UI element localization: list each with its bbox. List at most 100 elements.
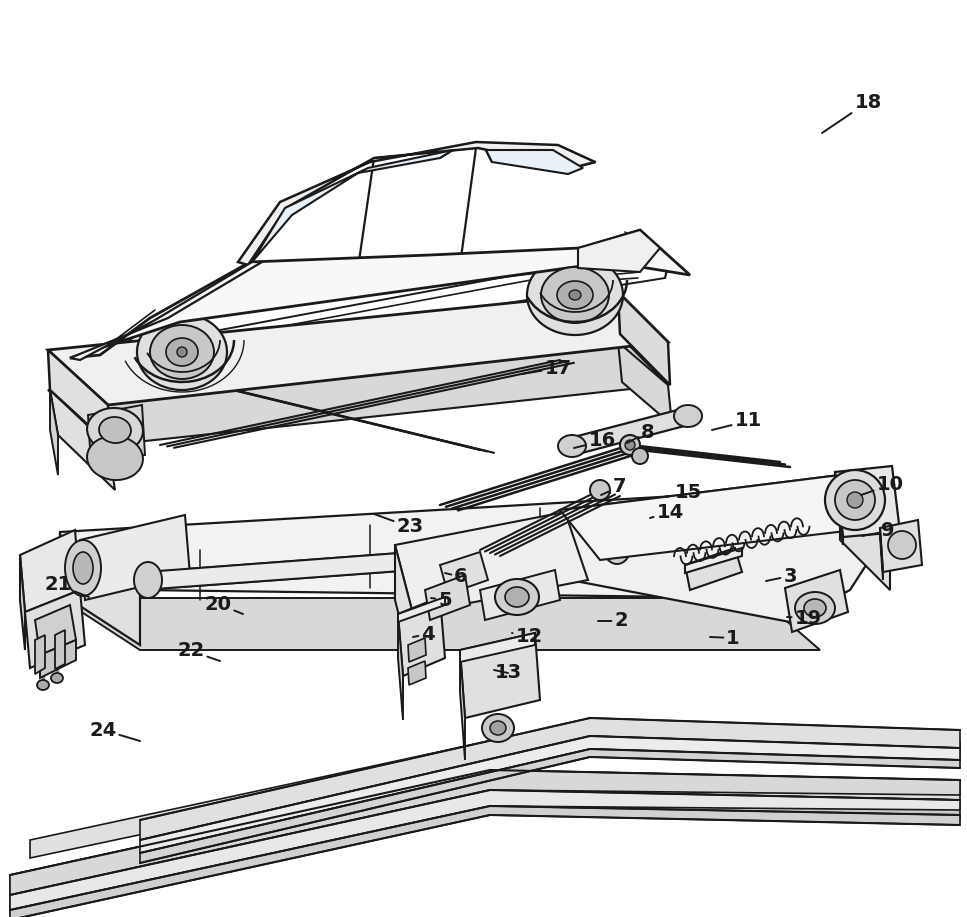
- Polygon shape: [578, 230, 660, 272]
- Text: 17: 17: [522, 359, 571, 378]
- Ellipse shape: [625, 440, 635, 450]
- Polygon shape: [440, 552, 488, 594]
- Polygon shape: [560, 475, 890, 622]
- Ellipse shape: [835, 480, 875, 520]
- Text: 8: 8: [627, 423, 655, 443]
- Polygon shape: [785, 570, 848, 632]
- Polygon shape: [460, 633, 540, 718]
- Ellipse shape: [620, 435, 640, 455]
- Polygon shape: [35, 605, 76, 655]
- Ellipse shape: [557, 281, 593, 309]
- Polygon shape: [50, 390, 58, 475]
- Polygon shape: [70, 230, 690, 358]
- Polygon shape: [840, 475, 890, 590]
- Ellipse shape: [482, 714, 514, 742]
- Text: 7: 7: [601, 478, 626, 496]
- Polygon shape: [88, 405, 145, 465]
- Polygon shape: [70, 262, 262, 360]
- Ellipse shape: [569, 290, 581, 300]
- Text: 4: 4: [413, 624, 435, 644]
- Ellipse shape: [137, 314, 227, 390]
- Text: 19: 19: [787, 609, 822, 627]
- Polygon shape: [780, 490, 820, 598]
- Text: 21: 21: [44, 576, 89, 597]
- Polygon shape: [10, 770, 960, 895]
- Polygon shape: [560, 475, 880, 560]
- Polygon shape: [685, 548, 742, 573]
- Polygon shape: [80, 515, 190, 600]
- Ellipse shape: [134, 562, 162, 598]
- Polygon shape: [48, 292, 668, 405]
- Polygon shape: [55, 630, 65, 669]
- Ellipse shape: [804, 599, 826, 617]
- Polygon shape: [140, 718, 960, 840]
- Polygon shape: [395, 545, 413, 670]
- Text: 16: 16: [574, 432, 616, 450]
- Ellipse shape: [177, 347, 187, 357]
- Ellipse shape: [674, 405, 702, 427]
- Text: 3: 3: [766, 567, 797, 585]
- Ellipse shape: [490, 721, 506, 735]
- Polygon shape: [880, 528, 883, 580]
- Polygon shape: [835, 466, 900, 537]
- Text: 23: 23: [374, 514, 424, 536]
- Text: 6: 6: [445, 568, 468, 587]
- Ellipse shape: [87, 436, 143, 481]
- Polygon shape: [10, 770, 960, 895]
- Polygon shape: [252, 150, 453, 262]
- Polygon shape: [460, 633, 535, 662]
- Ellipse shape: [558, 435, 586, 457]
- Polygon shape: [398, 597, 445, 622]
- Polygon shape: [480, 570, 560, 620]
- Polygon shape: [60, 535, 140, 645]
- Text: 9: 9: [862, 522, 894, 540]
- Ellipse shape: [632, 448, 648, 464]
- Polygon shape: [10, 806, 960, 917]
- Ellipse shape: [527, 255, 623, 335]
- Polygon shape: [140, 749, 960, 863]
- Polygon shape: [880, 520, 922, 572]
- Text: 18: 18: [822, 93, 882, 133]
- Polygon shape: [50, 390, 115, 490]
- Polygon shape: [40, 640, 76, 678]
- Ellipse shape: [590, 480, 610, 500]
- Polygon shape: [460, 650, 465, 760]
- Polygon shape: [398, 597, 445, 676]
- Text: 2: 2: [598, 612, 628, 631]
- Ellipse shape: [603, 528, 631, 564]
- Text: 10: 10: [861, 476, 903, 495]
- Polygon shape: [30, 730, 960, 858]
- Text: 24: 24: [89, 721, 140, 741]
- Polygon shape: [408, 638, 426, 662]
- Polygon shape: [48, 334, 668, 445]
- Ellipse shape: [99, 417, 131, 443]
- Polygon shape: [145, 538, 620, 589]
- Text: 22: 22: [177, 642, 220, 661]
- Polygon shape: [60, 598, 820, 650]
- Ellipse shape: [847, 492, 863, 508]
- Polygon shape: [395, 512, 588, 614]
- Polygon shape: [425, 575, 470, 620]
- Polygon shape: [618, 342, 672, 425]
- Ellipse shape: [150, 325, 214, 379]
- Text: 14: 14: [650, 503, 684, 522]
- Ellipse shape: [541, 267, 609, 323]
- Polygon shape: [10, 790, 960, 910]
- Ellipse shape: [505, 587, 529, 607]
- Polygon shape: [25, 590, 85, 668]
- Ellipse shape: [825, 470, 885, 530]
- Text: 15: 15: [666, 482, 702, 502]
- Polygon shape: [486, 150, 583, 174]
- Ellipse shape: [888, 531, 916, 559]
- Text: 11: 11: [712, 412, 762, 430]
- Polygon shape: [835, 472, 843, 545]
- Text: 12: 12: [512, 626, 542, 646]
- Ellipse shape: [166, 338, 198, 366]
- Text: 13: 13: [494, 664, 521, 682]
- Polygon shape: [618, 292, 670, 385]
- Ellipse shape: [51, 673, 63, 683]
- Ellipse shape: [87, 408, 143, 452]
- Ellipse shape: [495, 579, 539, 615]
- Polygon shape: [10, 790, 960, 915]
- Polygon shape: [20, 530, 80, 612]
